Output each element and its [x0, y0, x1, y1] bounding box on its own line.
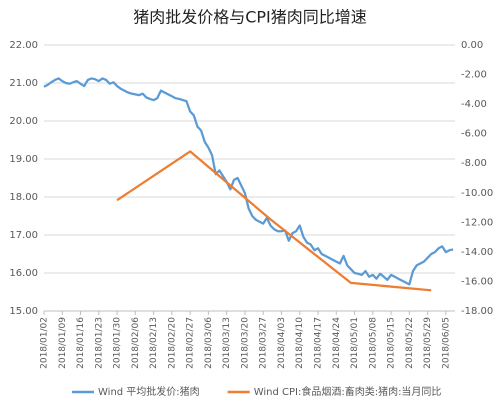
x-tick-label: 2018/03/27: [259, 317, 269, 369]
x-tick-label: 2018/05/15: [387, 317, 397, 369]
x-tick-label: 2018/01/09: [58, 317, 68, 369]
x-tick-label: 2018/04/10: [295, 317, 305, 369]
y2-tick-label: -10.00: [461, 188, 493, 199]
y2-tick-label: -12.00: [461, 217, 493, 228]
legend-label: Wind CPI:食品烟酒:畜肉类:猪肉:当月同比: [254, 385, 442, 398]
x-tick-label: 2018/04/03: [277, 317, 287, 369]
y-tick-label: 21.00: [9, 78, 38, 89]
x-tick-label: 2018/02/06: [131, 317, 141, 369]
y-tick-label: 17.00: [9, 230, 38, 241]
x-tick-label: 2018/06/05: [441, 317, 451, 369]
x-tick-label: 2018/03/13: [222, 317, 232, 369]
y2-tick-label: -14.00: [461, 247, 493, 258]
x-tick-label: 2018/01/02: [40, 317, 50, 369]
y2-tick-label: 0.00: [461, 40, 483, 51]
y2-tick-label: -6.00: [461, 129, 487, 140]
y-tick-label: 18.00: [9, 192, 38, 203]
y-tick-label: 16.00: [9, 268, 38, 279]
x-tick-label: 2018/02/20: [167, 317, 177, 369]
x-tick-label: 2018/03/06: [204, 317, 214, 369]
x-tick-label: 2018/01/30: [113, 317, 123, 369]
x-tick-label: 2018/05/01: [350, 317, 360, 369]
y2-tick-label: -2.00: [461, 70, 487, 81]
x-tick-label: 2018/05/29: [423, 317, 433, 369]
y2-tick-label: -16.00: [461, 276, 493, 287]
x-tick-label: 2018/01/23: [94, 317, 104, 369]
x-tick-label: 2018/03/20: [240, 317, 250, 369]
chart-title: 猪肉批发价格与CPI猪肉同比增速: [133, 8, 367, 27]
y-tick-label: 22.00: [9, 40, 38, 51]
series-line: [116, 150, 432, 292]
x-tick-label: 2018/02/27: [186, 317, 196, 369]
legend-label: Wind 平均批发价:猪肉: [98, 385, 200, 398]
y2-tick-label: -18.00: [461, 306, 493, 317]
x-tick-label: 2018/02/13: [149, 317, 159, 369]
x-tick-label: 2018/01/16: [76, 317, 86, 369]
x-tick-label: 2018/05/08: [368, 317, 378, 369]
y-tick-label: 19.00: [9, 154, 38, 165]
x-tick-label: 2018/05/22: [405, 317, 415, 369]
y2-tick-label: -8.00: [461, 158, 487, 169]
y2-tick-label: -4.00: [461, 99, 487, 110]
y-tick-label: 15.00: [9, 306, 38, 317]
x-tick-label: 2018/04/17: [314, 317, 324, 369]
x-tick-label: 2018/04/24: [332, 317, 342, 369]
series-line: [43, 77, 454, 286]
y-tick-label: 20.00: [9, 116, 38, 127]
